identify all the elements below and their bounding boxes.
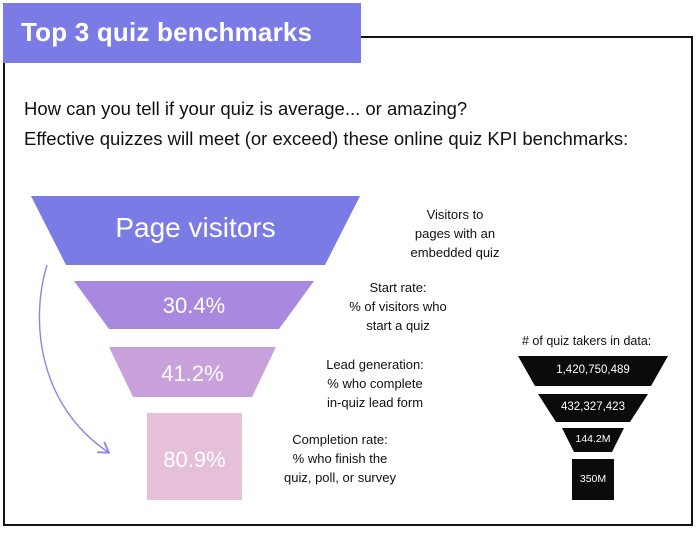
funnel-stage-4-note: Completion rate: % who finish the quiz, …: [270, 430, 410, 487]
note-line: embedded quiz: [410, 245, 500, 260]
funnel-stage-1-shape: [31, 196, 360, 265]
note-line: Completion rate:: [292, 432, 388, 447]
flow-arrow: [38, 264, 111, 454]
funnel-stage-4-label: 80.9%: [163, 447, 226, 472]
note-line: Start rate:: [369, 280, 427, 295]
note-line: Lead generation:: [326, 357, 424, 372]
title-banner: Top 3 quiz benchmarks: [3, 3, 361, 63]
funnel-stage-1-label: Page visitors: [115, 212, 276, 243]
funnel-stage-3-note: Lead generation: % who complete in-quiz …: [310, 355, 440, 412]
funnel-stage-4-shape: [147, 413, 242, 500]
takers-tier-2-shape: [538, 394, 648, 422]
note-line: start a quiz: [366, 318, 430, 333]
takers-tier-4-shape: [572, 459, 614, 500]
takers-heading: # of quiz takers in data:: [522, 334, 652, 348]
note-line: % of visitors who: [349, 299, 447, 314]
note-line: pages with an: [414, 226, 496, 241]
note-line: quiz, poll, or survey: [284, 470, 396, 485]
funnel-stage-2-note: Start rate: % of visitors who start a qu…: [338, 278, 458, 335]
takers-tier-1-shape: [518, 356, 668, 386]
funnel-stage-1-note: Visitors to pages with an embedded quiz: [405, 205, 505, 262]
takers-tier-3-label: 144.2M: [575, 433, 611, 445]
intro-statement: Effective quizzes will meet (or exceed) …: [24, 128, 629, 149]
note-line: Visitors to: [426, 207, 484, 222]
takers-tier-4-label: 350M: [579, 473, 607, 485]
funnel-stage-2-label: 30.4%: [162, 293, 226, 318]
note-line: % who finish the: [292, 451, 388, 466]
funnel-stage-3-label: 41.2%: [161, 361, 224, 386]
funnel-stage-3-shape: [109, 347, 276, 397]
intro-question: How can you tell if your quiz is average…: [24, 98, 468, 119]
takers-tier-1-label: 1,420,750,489: [556, 364, 630, 376]
takers-tier-3-shape: [562, 428, 624, 452]
page-title: Top 3 quiz benchmarks: [21, 17, 313, 47]
takers-tier-2-label: 432,327,423: [561, 401, 625, 413]
note-line: in-quiz lead form: [326, 395, 424, 410]
funnel-stage-2-shape: [74, 281, 314, 329]
note-line: % who complete: [327, 376, 423, 391]
